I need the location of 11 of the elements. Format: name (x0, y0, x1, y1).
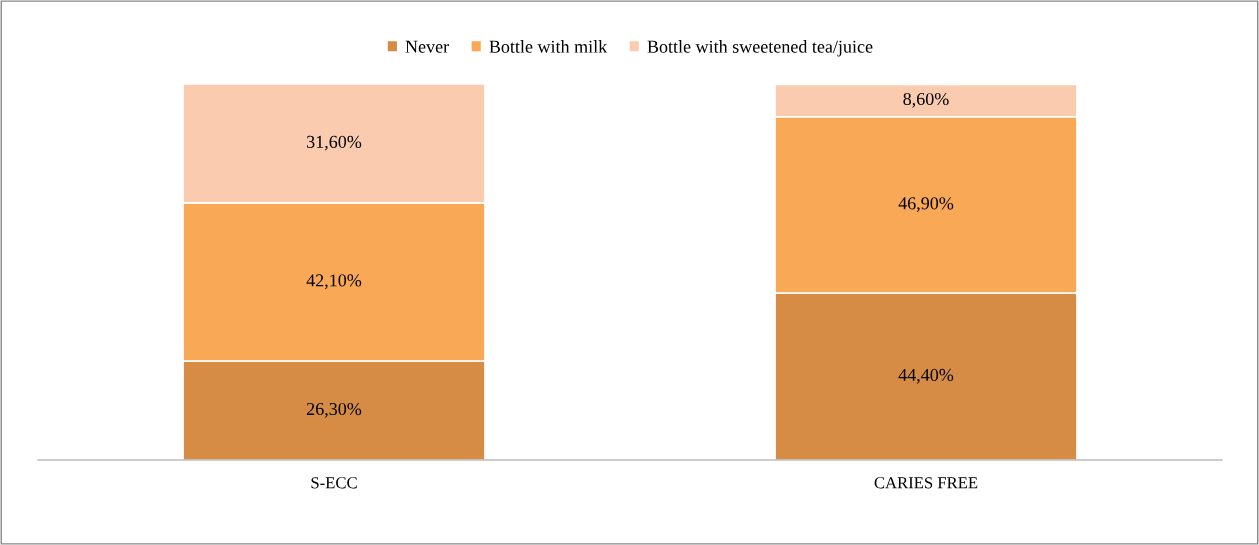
data-label: 8,60% (903, 92, 949, 108)
data-label: 31,60% (307, 135, 362, 151)
data-label: 44,40% (898, 368, 954, 384)
x-tick-label: CARIES FREE (874, 477, 978, 489)
x-tick-label: S-ECC (311, 477, 357, 489)
data-label: 26,30% (306, 402, 362, 418)
legend-label: Bottle with milk (489, 40, 608, 53)
data-label: 42,10% (306, 274, 362, 290)
legend-label: Bottle with sweetened tea/juice (647, 40, 873, 57)
legend-label: Never (405, 40, 449, 53)
data-label: 46,90% (898, 197, 954, 212)
